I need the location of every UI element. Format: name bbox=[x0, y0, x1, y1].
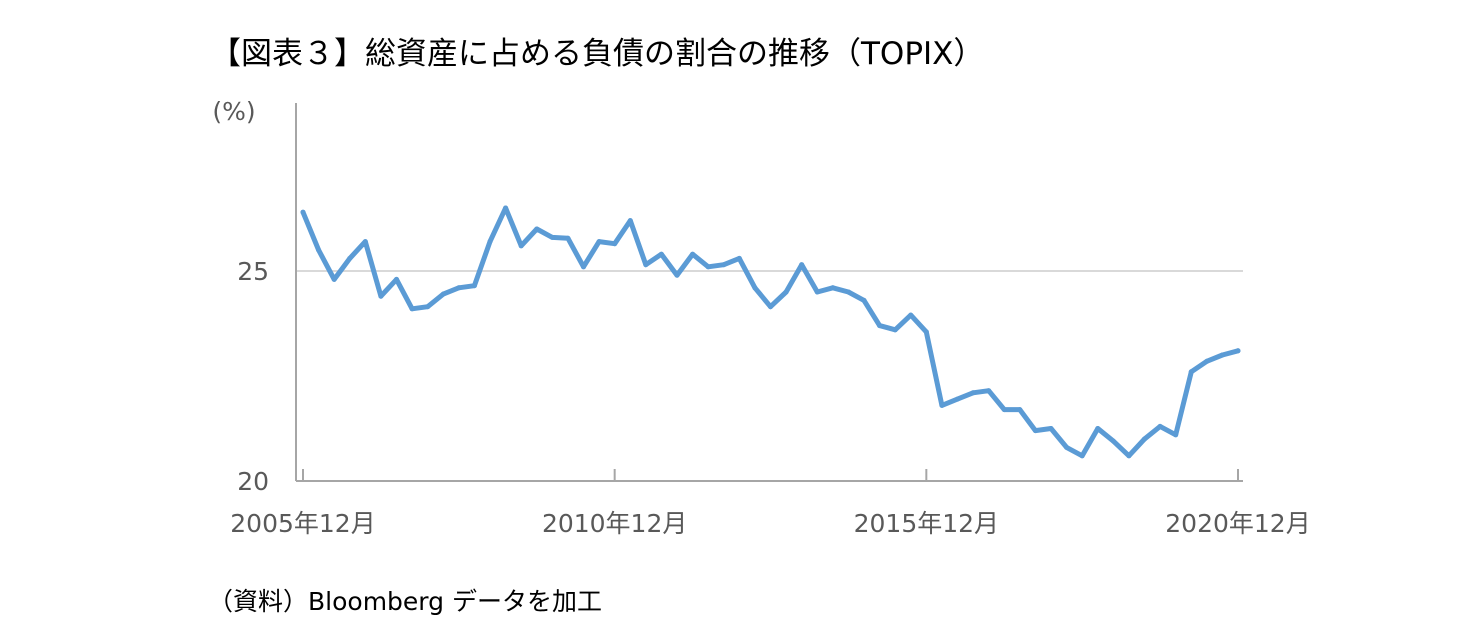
data-point bbox=[581, 264, 586, 270]
data-point bbox=[1048, 426, 1054, 431]
data-point bbox=[1110, 438, 1116, 444]
data-point bbox=[908, 312, 914, 318]
data-point bbox=[1079, 453, 1085, 459]
data-point bbox=[1095, 426, 1101, 431]
x-tick-label: 2015年12月 bbox=[854, 509, 999, 538]
data-point bbox=[830, 285, 836, 291]
data-point bbox=[565, 235, 571, 241]
data-point bbox=[300, 209, 306, 215]
data-point bbox=[1017, 407, 1023, 413]
data-point bbox=[752, 285, 758, 291]
data-point bbox=[955, 396, 960, 402]
data-point bbox=[783, 289, 789, 295]
data-point bbox=[970, 390, 976, 396]
data-point bbox=[534, 226, 540, 232]
data-point bbox=[939, 402, 945, 408]
data-point bbox=[316, 247, 322, 253]
data-point bbox=[596, 239, 602, 245]
data-point bbox=[658, 251, 664, 257]
data-point bbox=[768, 304, 773, 310]
data-point bbox=[612, 241, 618, 247]
y-tick-label: 20 bbox=[237, 467, 269, 496]
data-point bbox=[1204, 358, 1210, 364]
data-point bbox=[1235, 348, 1241, 354]
data-point bbox=[1173, 432, 1179, 438]
data-point bbox=[861, 297, 867, 303]
y-axis-unit-label: (%) bbox=[212, 97, 255, 126]
data-point bbox=[347, 255, 353, 261]
data-point bbox=[1001, 407, 1007, 413]
source-note: （資料）Bloomberg データを加工 bbox=[208, 587, 602, 616]
data-point bbox=[471, 283, 477, 289]
x-tick-label: 2010年12月 bbox=[542, 509, 687, 538]
data-point bbox=[1188, 369, 1194, 375]
data-point bbox=[1157, 423, 1163, 429]
data-point bbox=[892, 327, 898, 333]
data-point bbox=[705, 264, 711, 270]
data-point bbox=[877, 323, 883, 329]
data-point bbox=[923, 329, 929, 335]
series-layer bbox=[300, 205, 1241, 459]
data-point bbox=[378, 293, 384, 299]
data-point bbox=[1219, 352, 1225, 358]
data-point bbox=[690, 251, 696, 257]
data-point bbox=[503, 205, 509, 211]
data-point bbox=[409, 306, 415, 312]
x-tick-label: 2005年12月 bbox=[230, 509, 375, 538]
data-point bbox=[1142, 436, 1147, 442]
data-point bbox=[487, 239, 493, 245]
data-point bbox=[1032, 428, 1038, 434]
data-point bbox=[362, 239, 368, 245]
data-point bbox=[518, 243, 524, 249]
data-point bbox=[845, 289, 851, 295]
data-point bbox=[456, 285, 462, 291]
data-point bbox=[674, 272, 680, 278]
data-point bbox=[736, 255, 742, 261]
data-point bbox=[394, 276, 399, 282]
x-axis-ticks: 2005年12月 2010年12月 2015年12月 2020年12月 bbox=[230, 469, 1311, 538]
x-tick-label: 2020年12月 bbox=[1165, 509, 1310, 538]
y-tick-label: 25 bbox=[237, 257, 269, 286]
data-point bbox=[986, 388, 992, 394]
data-point bbox=[331, 276, 337, 282]
data-point bbox=[1126, 453, 1132, 459]
data-point bbox=[627, 218, 633, 224]
data-point bbox=[721, 262, 727, 268]
data-point bbox=[1064, 444, 1070, 450]
data-point bbox=[425, 304, 431, 310]
chart-title: 【図表３】総資産に占める負債の割合の推移（TOPIX） bbox=[210, 36, 985, 72]
data-point bbox=[440, 291, 446, 297]
data-point bbox=[643, 262, 649, 268]
data-point bbox=[549, 234, 555, 240]
data-point bbox=[799, 262, 805, 268]
data-point bbox=[814, 289, 820, 295]
series-line bbox=[300, 205, 1241, 459]
